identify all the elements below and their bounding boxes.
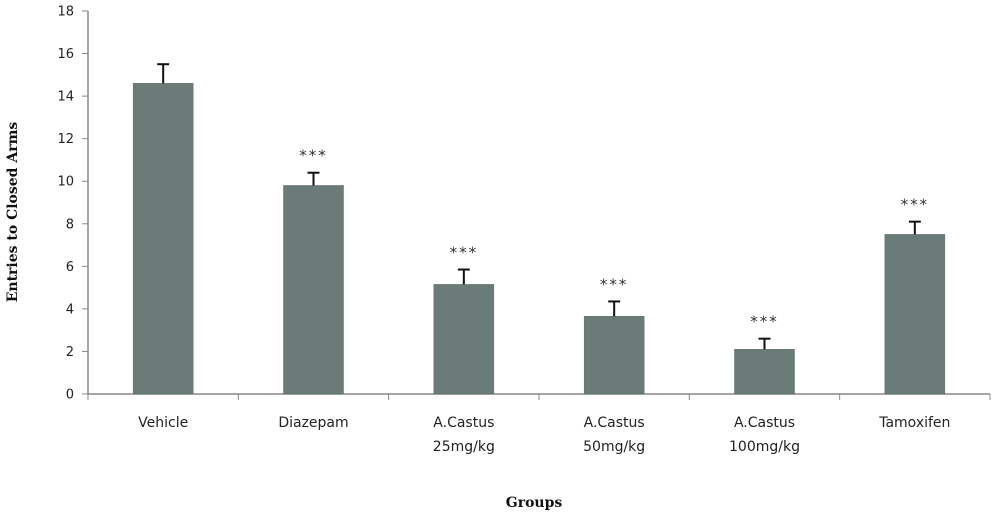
y-tick-label: 18 bbox=[57, 5, 74, 20]
y-tick-label: 0 bbox=[66, 388, 74, 403]
category-label: 50mg/kg bbox=[583, 439, 645, 455]
bars bbox=[132, 83, 946, 395]
bar bbox=[433, 284, 495, 395]
y-tick-label: 2 bbox=[66, 345, 74, 360]
y-tick-label: 14 bbox=[57, 90, 74, 105]
significance-label: *** bbox=[600, 275, 629, 293]
category-label: A.Castus bbox=[734, 415, 795, 431]
bar bbox=[884, 234, 946, 395]
y-tick-label: 8 bbox=[66, 217, 74, 232]
error-bars bbox=[157, 63, 921, 350]
category-labels: Vehicle Diazepam A.Castus 25mg/kg A.Castus 50… bbox=[138, 415, 950, 455]
category-label: 100mg/kg bbox=[729, 439, 800, 455]
x-axis-title: Groups bbox=[506, 495, 563, 511]
y-tick-label: 12 bbox=[57, 132, 74, 147]
y-axis: 0 2 4 6 8 10 12 14 16 18 bbox=[57, 5, 89, 403]
x-axis bbox=[87, 393, 991, 400]
y-axis-title: Entries to Closed Arms bbox=[5, 122, 21, 303]
significance-label: *** bbox=[450, 244, 479, 262]
significance-label: *** bbox=[750, 313, 779, 331]
category-label: Tamoxifen bbox=[878, 415, 950, 431]
significance-label: *** bbox=[299, 147, 328, 165]
bar bbox=[283, 185, 344, 395]
y-tick-label: 4 bbox=[66, 302, 74, 317]
significance-labels: *** *** *** *** *** bbox=[299, 147, 930, 331]
category-label: Vehicle bbox=[138, 415, 188, 431]
category-label: A.Castus bbox=[433, 415, 494, 431]
y-tick-label: 16 bbox=[57, 47, 74, 62]
y-tick-label: 6 bbox=[66, 260, 74, 275]
bar bbox=[132, 83, 194, 395]
category-label: Diazepam bbox=[278, 415, 348, 431]
significance-label: *** bbox=[901, 196, 930, 214]
category-label: A.Castus bbox=[584, 415, 645, 431]
y-tick-label: 10 bbox=[57, 175, 74, 190]
bar bbox=[583, 316, 645, 395]
bar bbox=[734, 349, 795, 395]
category-label: 25mg/kg bbox=[433, 439, 495, 455]
